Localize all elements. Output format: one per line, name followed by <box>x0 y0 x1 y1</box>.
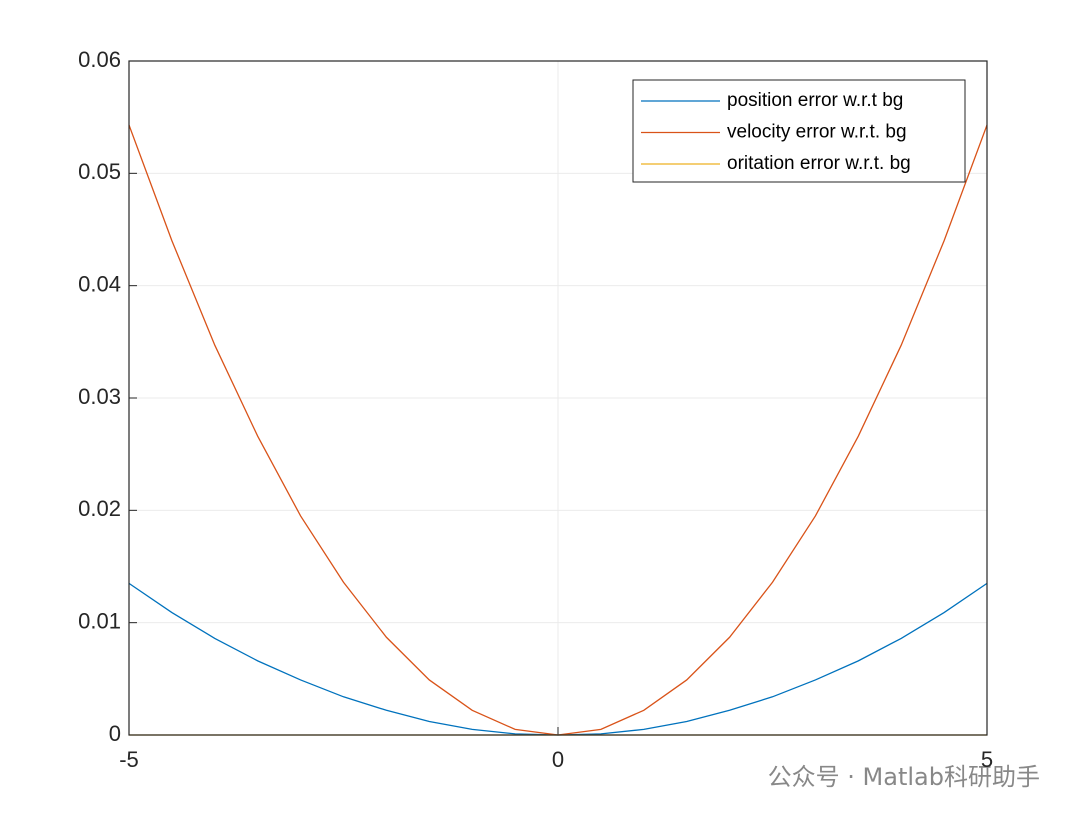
legend-label: position error w.r.t bg <box>727 90 903 111</box>
y-tick-label: 0.01 <box>78 608 121 633</box>
watermark: 公众号 · Matlab科研助手 <box>768 763 1040 791</box>
axes-box <box>128 60 988 736</box>
y-tick-label: 0 <box>109 721 121 746</box>
y-tick-label: 0.02 <box>78 496 121 521</box>
x-tick-label: 0 <box>552 747 564 772</box>
y-tick-label: 0.06 <box>78 47 121 72</box>
y-tick-label: 0.03 <box>78 384 121 409</box>
legend-label: oritation error w.r.t. bg <box>727 153 911 174</box>
legend-box <box>632 79 966 183</box>
y-tick-label: 0.05 <box>78 159 121 184</box>
legend-label: velocity error w.r.t. bg <box>727 122 907 143</box>
y-tick-label: 0.04 <box>78 271 121 296</box>
x-tick-label: 5 <box>981 747 993 772</box>
x-tick-label: -5 <box>119 747 139 772</box>
